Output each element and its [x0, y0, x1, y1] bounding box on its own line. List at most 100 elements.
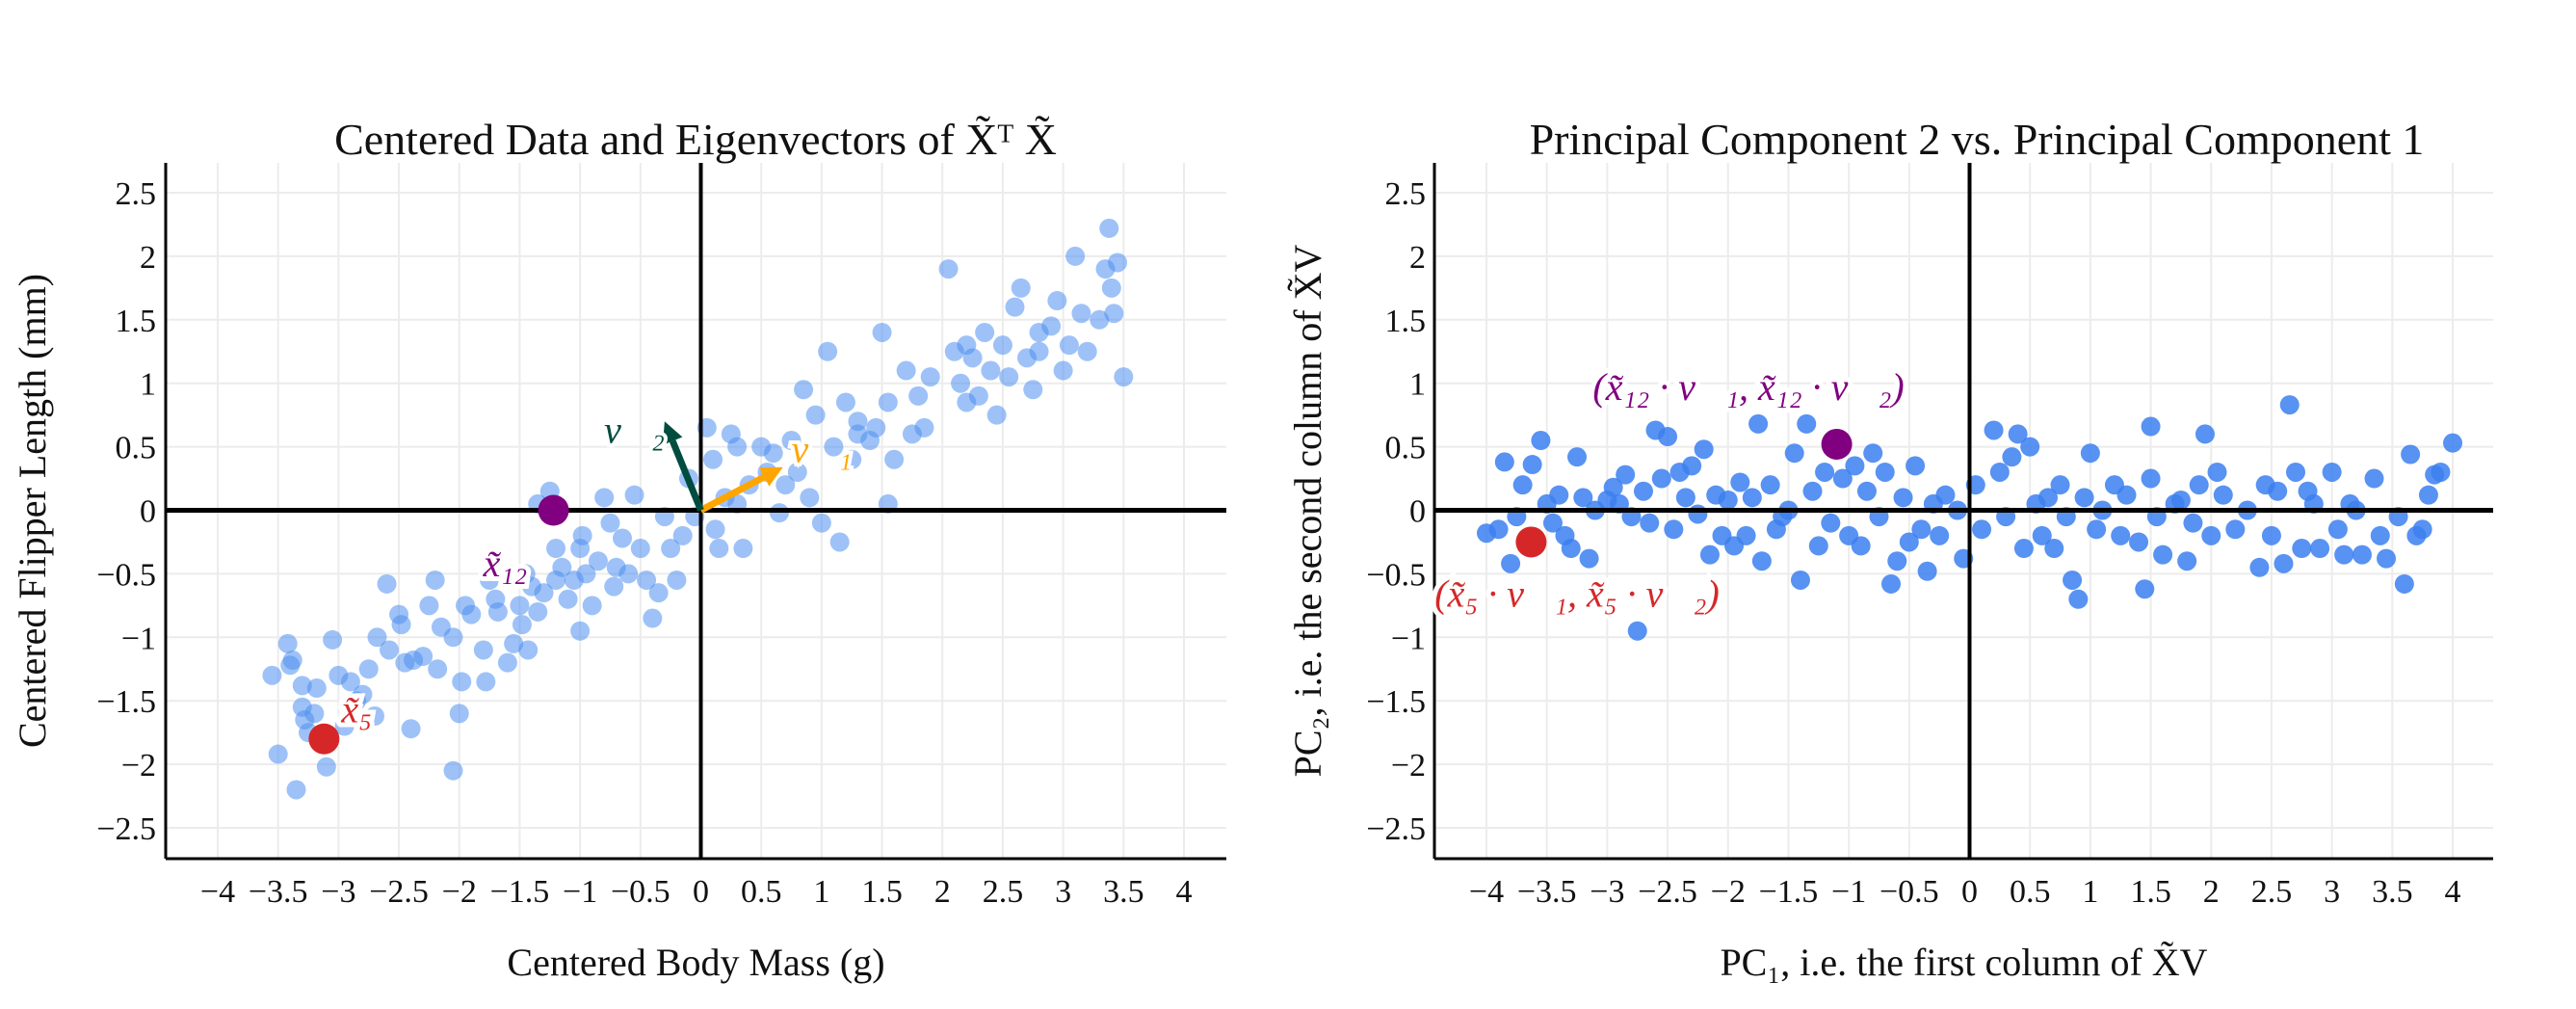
data-point — [1488, 519, 1509, 540]
highlight-label-2: x̃₅ — [340, 688, 372, 731]
data-point — [2195, 424, 2215, 444]
y-tick-label: 1 — [140, 367, 156, 403]
data-point — [323, 629, 343, 650]
x-tick-label: −1 — [563, 874, 597, 910]
data-point — [1899, 532, 1919, 552]
data-point — [367, 627, 387, 648]
data-point — [340, 672, 360, 692]
data-point — [1802, 481, 1823, 501]
x-tick-label: 0.5 — [741, 874, 782, 910]
data-point — [2170, 490, 2191, 510]
data-point — [2002, 447, 2022, 467]
data-point — [866, 417, 886, 438]
data-point — [449, 704, 469, 724]
data-point — [800, 488, 820, 508]
y-tick-label: −2.5 — [96, 811, 156, 847]
data-point — [986, 405, 1007, 425]
data-point — [872, 322, 892, 342]
data-point — [2213, 485, 2233, 505]
x-tick-label: 2 — [2203, 874, 2220, 910]
data-point — [624, 485, 644, 505]
data-point — [957, 335, 977, 356]
data-point — [709, 539, 729, 559]
x-tick-label: −3 — [1590, 874, 1624, 910]
data-point — [1730, 472, 1750, 492]
data-point — [1748, 413, 1769, 434]
highlighted-point-2 — [308, 723, 340, 755]
data-point — [497, 652, 517, 673]
y-tick-label: 2 — [140, 240, 156, 276]
data-point — [2087, 519, 2107, 540]
data-point — [630, 539, 650, 559]
data-point — [992, 335, 1012, 356]
data-point — [2013, 539, 2034, 559]
data-point — [2201, 525, 2221, 545]
y-tick-label: 1 — [1409, 367, 1426, 403]
data-point — [1640, 513, 1660, 533]
data-point — [604, 576, 624, 597]
y-tick-label: −0.5 — [96, 557, 156, 593]
data-point — [1101, 278, 1121, 298]
eigenvector-arrowhead-2 — [663, 421, 683, 445]
data-point — [2370, 525, 2390, 545]
data-point — [1935, 485, 1956, 505]
data-point — [504, 633, 524, 653]
data-point — [1984, 420, 2004, 440]
eigenvector-arrow-1 — [698, 473, 766, 514]
data-point — [2310, 539, 2330, 559]
data-point — [425, 570, 445, 590]
data-point — [1751, 551, 1772, 571]
data-point — [829, 532, 850, 552]
x-tick-label: −4 — [1469, 874, 1504, 910]
y-tick-label: −2.5 — [1366, 811, 1426, 847]
data-point — [914, 417, 934, 438]
data-point — [262, 665, 282, 685]
data-point — [2141, 468, 2161, 489]
data-point — [1531, 431, 1551, 451]
data-point — [2274, 553, 2294, 573]
data-point — [286, 780, 306, 800]
data-point — [1029, 322, 1049, 342]
data-point — [648, 583, 669, 603]
data-point — [1972, 519, 1992, 540]
data-point — [1627, 621, 1647, 641]
data-point — [2074, 488, 2094, 508]
data-point — [1573, 488, 1593, 508]
data-point — [2135, 579, 2155, 599]
data-point — [2207, 462, 2227, 482]
data-point — [364, 706, 384, 727]
data-point — [2008, 424, 2028, 444]
data-point — [1699, 544, 1720, 565]
data-point — [2394, 573, 2414, 594]
x-tick-label: 1.5 — [861, 874, 903, 910]
data-point — [1633, 481, 1653, 501]
data-point — [1005, 297, 1025, 317]
x-tick-label: 0 — [1961, 874, 1978, 910]
x-tick-label: 2.5 — [983, 874, 1024, 910]
data-point — [2177, 551, 2197, 571]
data-point — [534, 583, 554, 603]
chart-2: (x̃₁₂ · v⃗₁, x̃₁₂ · v⃗₂) (x̃₅ · v⃗₁, x̃₅ … — [1286, 115, 2493, 984]
data-point — [727, 437, 748, 457]
data-point — [1875, 462, 1895, 482]
data-point — [1808, 536, 1828, 556]
data-point — [558, 589, 578, 609]
data-point — [347, 691, 367, 711]
data-point — [908, 385, 929, 406]
data-point — [1077, 341, 1097, 361]
data-point — [1887, 551, 1907, 571]
y-axis-label: Centered Flipper Length (mm) — [11, 274, 54, 748]
highlight-label-1: (x̃₁₂ · v⃗₁, x̃₁₂ · v⃗₂) — [1592, 365, 1904, 409]
x-tick-label: 2.5 — [2251, 874, 2293, 910]
data-point — [1579, 548, 1599, 569]
data-point — [1567, 447, 1588, 467]
data-point — [1108, 252, 1128, 273]
data-point — [316, 757, 336, 777]
x-tick-label: 2 — [934, 874, 951, 910]
x-tick-label: −2 — [1711, 874, 1746, 910]
data-point — [510, 596, 530, 616]
data-point — [1863, 443, 1883, 464]
data-point — [1821, 513, 1841, 533]
data-point — [672, 525, 693, 545]
data-point — [594, 488, 615, 508]
